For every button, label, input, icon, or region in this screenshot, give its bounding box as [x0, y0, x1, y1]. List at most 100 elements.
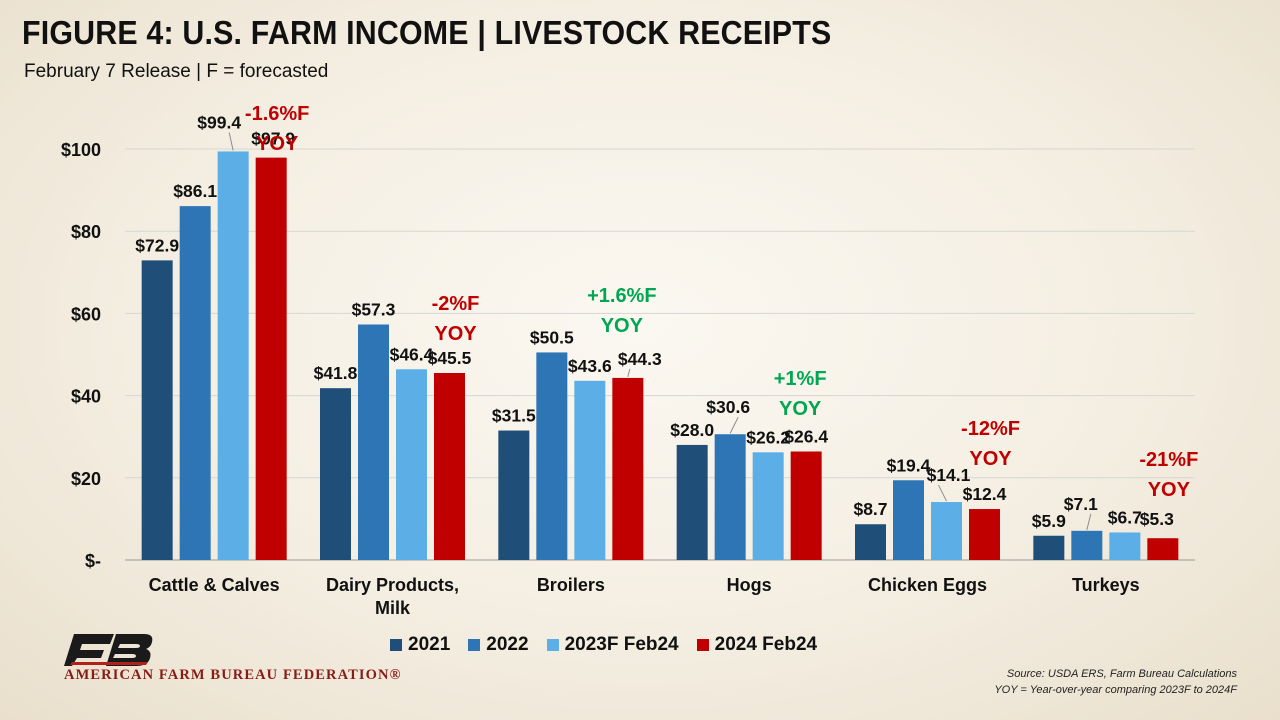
data-label: $99.4	[197, 112, 241, 132]
bar	[752, 452, 784, 560]
y-tick-label: $80	[71, 222, 101, 242]
x-tick-label: Dairy Products,	[326, 575, 459, 595]
yoy-annotation-label: YOY	[969, 448, 1012, 470]
data-label: $6.7	[1108, 507, 1142, 527]
bar	[1109, 532, 1141, 560]
fb-logo-mark-icon	[64, 634, 153, 666]
chart-legend: 2021 2022 2023F Feb24 2024 Feb24	[390, 634, 817, 656]
legend-label: 2021	[408, 634, 451, 655]
bar-chart: $- $20 $40 $60 $80 $100 $72.9 $86.1 $99.4 $97.9 Ca…	[61, 103, 1198, 618]
data-label: $45.5	[428, 348, 472, 368]
source-line: Source: USDA ERS, Farm Bureau Calculatio…	[1006, 668, 1237, 680]
legend-swatch-2023f	[546, 639, 559, 651]
legend-swatch-2021	[390, 639, 402, 651]
x-tick-label: Chicken Eggs	[868, 575, 987, 595]
leader-line	[1086, 513, 1092, 530]
farm-bureau-logo	[64, 634, 153, 666]
bar	[574, 380, 606, 560]
yoy-annotation-label: YOY	[601, 315, 644, 337]
bar	[498, 430, 530, 560]
bar	[790, 451, 822, 560]
data-label: $7.1	[1064, 494, 1098, 514]
data-label: $86.1	[173, 181, 217, 201]
leader-line	[938, 484, 947, 502]
legend-item-2021: 2021	[390, 634, 450, 656]
chart-subtitle: February 7 Release | F = forecasted	[24, 61, 329, 82]
y-tick-label: $60	[71, 304, 101, 324]
bar	[320, 388, 351, 560]
legend-label: 2024 Feb24	[714, 634, 818, 655]
x-tick-label: Milk	[375, 598, 411, 618]
yoy-annotation: -21%F	[1139, 449, 1198, 471]
legend-label: 2023F Feb24	[564, 634, 679, 655]
legend-swatch-2022	[468, 639, 481, 651]
x-tick-label: Cattle & Calves	[149, 575, 280, 595]
data-label: $46.4	[390, 344, 434, 364]
y-tick-label: $20	[71, 469, 101, 489]
legend-item-2022: 2022	[468, 634, 529, 656]
bar	[1071, 530, 1103, 560]
data-label: $19.4	[887, 455, 931, 475]
data-label: $28.0	[670, 420, 714, 440]
legend-swatch-2024	[696, 639, 709, 651]
legend-item-2023f: 2023F Feb24	[546, 634, 679, 656]
bar	[969, 509, 1000, 560]
bar	[536, 352, 568, 560]
yoy-annotation-label: YOY	[779, 398, 822, 420]
yoy-note: YOY = Year-over-year comparing 2023F to …	[994, 684, 1237, 696]
data-label: $41.8	[314, 363, 358, 383]
leader-line	[729, 417, 739, 434]
bar	[434, 372, 465, 560]
bar	[217, 151, 249, 560]
chart-title: FIGURE 4: U.S. FARM INCOME | LIVESTOCK R…	[22, 14, 832, 51]
data-label: $50.5	[530, 327, 574, 347]
bar	[855, 524, 886, 560]
bar	[141, 260, 173, 560]
y-tick-label: $-	[85, 551, 101, 571]
data-label: $31.5	[492, 406, 536, 426]
bar	[931, 502, 962, 560]
x-tick-label: Broilers	[537, 575, 605, 595]
data-label: $43.6	[568, 356, 612, 376]
data-label: $30.6	[706, 397, 750, 417]
data-label: $57.3	[352, 299, 396, 319]
data-label: $26.2	[746, 427, 790, 447]
yoy-annotation: -2%F	[432, 293, 480, 315]
yoy-annotation-label: YOY	[1148, 479, 1191, 501]
x-tick-label: Turkeys	[1072, 575, 1140, 595]
data-label: $26.4	[784, 426, 828, 446]
data-label: $72.9	[135, 235, 179, 255]
data-label: $8.7	[853, 499, 887, 519]
bar	[676, 444, 708, 560]
logo-text: AMERICAN FARM BUREAU FEDERATION®	[64, 667, 402, 683]
y-tick-label: $40	[71, 387, 101, 407]
data-label: $14.1	[927, 465, 971, 485]
data-label: $5.3	[1140, 509, 1174, 529]
bar	[396, 369, 427, 560]
yoy-annotation: +1%F	[774, 368, 827, 390]
bar	[714, 434, 746, 560]
bar	[179, 206, 211, 560]
bar	[893, 480, 924, 560]
yoy-annotation-label: YOY	[256, 133, 299, 155]
bar	[358, 324, 389, 560]
source-note: Source: USDA ERS, Farm Bureau Calculatio…	[994, 666, 1237, 698]
data-label: $12.4	[963, 484, 1007, 504]
yoy-annotation: -1.6%F	[245, 103, 309, 125]
data-label: $5.9	[1032, 511, 1066, 531]
leader-line	[627, 368, 631, 378]
leader-line	[228, 132, 234, 151]
yoy-annotation: -12%F	[961, 418, 1020, 440]
x-tick-label: Hogs	[727, 575, 772, 595]
bar	[1033, 535, 1065, 560]
bar	[1147, 538, 1179, 560]
legend-item-2024: 2024 Feb24	[696, 634, 818, 656]
y-tick-label: $100	[61, 140, 101, 160]
bar	[612, 377, 644, 560]
yoy-annotation: +1.6%F	[587, 285, 656, 307]
yoy-annotation-label: YOY	[434, 323, 477, 345]
legend-label: 2022	[486, 634, 529, 655]
data-label: $97.9	[251, 129, 295, 149]
data-label: $44.3	[618, 349, 662, 369]
bar	[255, 157, 287, 561]
